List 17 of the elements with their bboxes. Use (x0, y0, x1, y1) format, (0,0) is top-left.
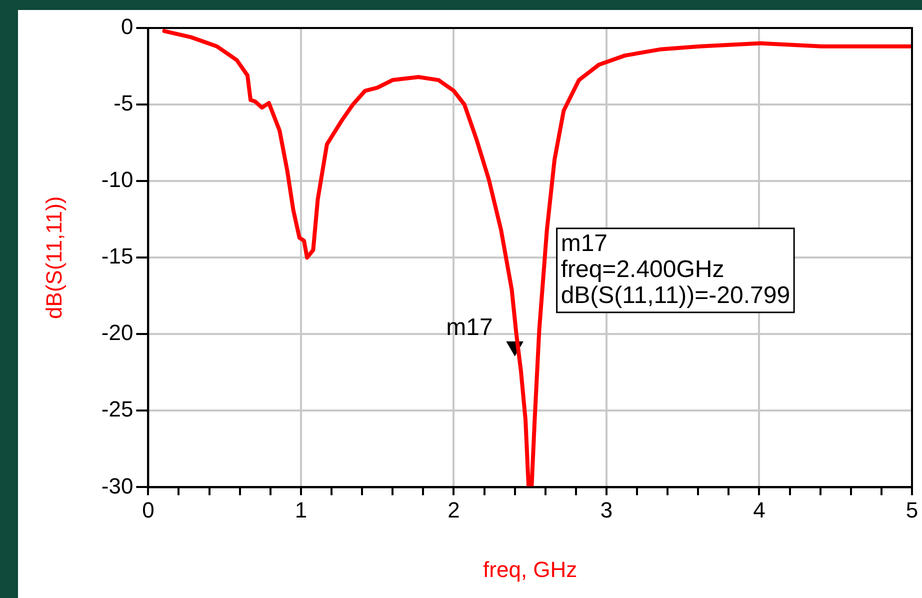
x-tick-label: 5 (906, 497, 918, 522)
annotation: m17 freq=2.400GHz dB(S(11,11))=-20.799 (560, 230, 790, 309)
y-tick-label: -25 (101, 396, 134, 422)
y-tick-label: -15 (101, 244, 134, 269)
annotation: m17 (446, 314, 493, 341)
y-tick-label: -20 (101, 320, 134, 346)
y-tick-label: 0 (120, 14, 134, 40)
y-tick-label: -30 (101, 473, 134, 498)
x-tick-label: 4 (753, 497, 766, 522)
y-tick-label: -5 (114, 90, 134, 116)
x-tick-label: 3 (600, 497, 613, 522)
y-tick-label: -10 (101, 167, 134, 192)
y-axis-title: dB(S(11,11)) (41, 196, 66, 319)
x-tick-label: 1 (294, 497, 308, 522)
x-axis-title: freq, GHz (483, 556, 578, 582)
x-tick-label: 2 (448, 497, 460, 522)
x-tick-label: 0 (142, 497, 154, 522)
